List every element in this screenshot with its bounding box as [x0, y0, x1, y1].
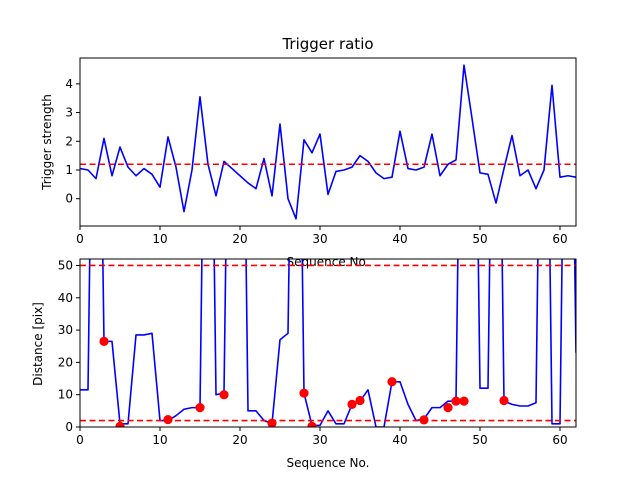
data-point — [195, 403, 205, 413]
y-tick-label: 40 — [58, 291, 73, 305]
data-point — [99, 336, 109, 346]
data-point — [299, 388, 309, 398]
x-tick-label: 10 — [152, 433, 167, 447]
x-tick-label: 40 — [392, 433, 407, 447]
data-point — [355, 395, 365, 406]
axes-frame — [79, 57, 577, 227]
axes-frame — [79, 258, 577, 428]
trigger-ratio-panel: Trigger ratio Trigger strength Sequence … — [40, 35, 577, 269]
y-tick-label: 10 — [58, 388, 73, 402]
data-point — [347, 399, 357, 409]
y-axis-label: Distance [pix] — [31, 302, 45, 386]
data-point — [459, 396, 469, 406]
y-tick-label: 4 — [65, 77, 73, 91]
data-point — [219, 390, 229, 400]
y-tick-label: 2 — [65, 134, 73, 148]
y-tick-label: 3 — [65, 106, 73, 120]
x-tick-label: 60 — [552, 232, 567, 246]
y-axis-label: Trigger strength — [40, 94, 54, 191]
chart-title: Trigger ratio — [281, 35, 373, 53]
data-point — [499, 395, 509, 406]
x-tick-label: 20 — [232, 433, 247, 447]
distance-panel: Distance [pix] Sequence No. 0 10 20 30 40 50 6… — [31, 258, 577, 470]
x-tick-label: 0 — [76, 232, 84, 246]
x-tick-label: 50 — [472, 433, 487, 447]
data-point — [307, 421, 317, 427]
y-tick-label: 1 — [65, 163, 73, 177]
y-tick-label: 20 — [58, 355, 73, 369]
x-axis-label: Sequence No. — [287, 255, 370, 269]
x-axis-label: Sequence No. — [287, 456, 370, 470]
data-point — [163, 414, 173, 425]
data-point — [115, 421, 125, 427]
x-tick-label: 30 — [312, 232, 327, 246]
series-line — [80, 259, 576, 427]
plot-area — [80, 259, 576, 427]
x-tick-label: 50 — [472, 232, 487, 246]
series-line — [80, 64, 576, 220]
data-point — [451, 396, 461, 406]
x-tick-label: 30 — [312, 433, 327, 447]
y-tick-label: 0 — [65, 192, 73, 206]
data-point — [443, 403, 453, 413]
x-tick-label: 10 — [152, 232, 167, 246]
x-tick-label: 0 — [76, 433, 84, 447]
x-tick-label: 60 — [552, 433, 567, 447]
data-point — [387, 377, 397, 387]
x-tick-label: 40 — [392, 232, 407, 246]
y-tick-label: 30 — [58, 323, 73, 337]
plot-area — [80, 64, 576, 220]
y-tick-label: 0 — [65, 420, 73, 434]
x-tick-label: 20 — [232, 232, 247, 246]
y-tick-label: 50 — [58, 258, 73, 272]
